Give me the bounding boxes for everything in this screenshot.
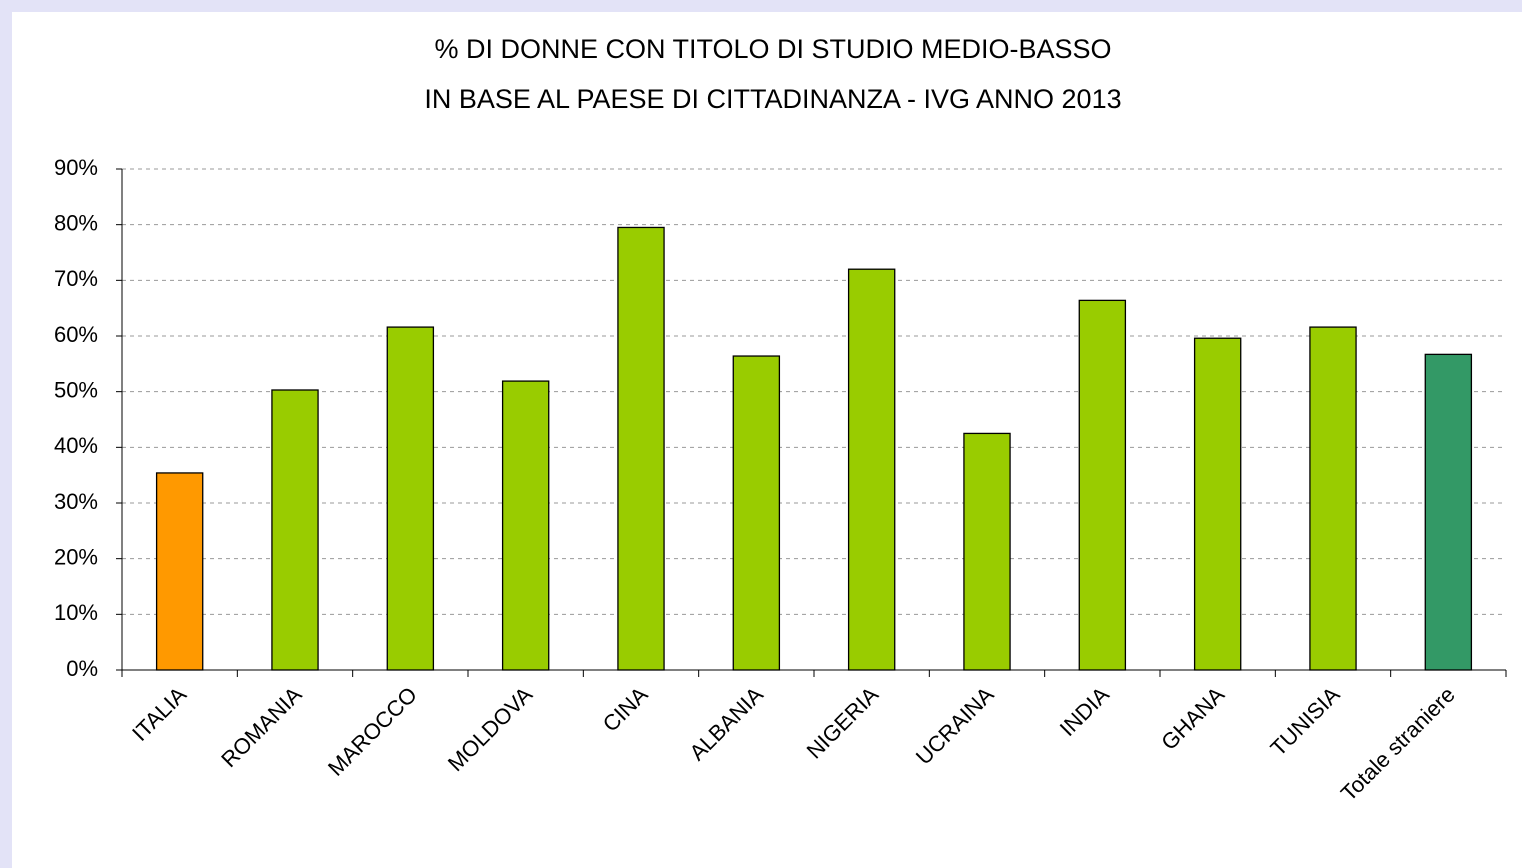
x-tick-label: Totale straniere (1336, 682, 1460, 806)
y-tick-label: 80% (54, 210, 98, 235)
x-tick-label: UCRAINA (911, 682, 999, 770)
chart-title: % DI DONNE CON TITOLO DI STUDIO MEDIO-BA… (434, 34, 1111, 64)
y-tick-label: 0% (66, 656, 98, 681)
bar (617, 226, 665, 671)
x-tick-label: NIGERIA (802, 682, 884, 764)
y-tick-label: 60% (54, 322, 98, 347)
bar (1078, 299, 1127, 671)
x-tick-label: ALBANIA (684, 682, 768, 766)
x-tick-label: TUNISIA (1265, 682, 1344, 761)
chart-title: IN BASE AL PAESE DI CITTADINANZA - IVG A… (424, 84, 1121, 114)
bar (271, 389, 319, 671)
bar (1193, 337, 1242, 671)
y-tick-label: 20% (54, 544, 98, 569)
bar (732, 355, 781, 671)
bar (1424, 353, 1473, 671)
bar (847, 268, 896, 671)
bar (963, 432, 1011, 671)
bar (386, 326, 435, 671)
x-tick-label: CINA (598, 682, 653, 737)
y-tick-label: 70% (54, 266, 98, 291)
bar (501, 380, 550, 671)
x-tick-label: MAROCCO (323, 682, 422, 781)
y-tick-label: 10% (54, 600, 98, 625)
bar (1309, 326, 1357, 671)
x-tick-label: GHANA (1156, 682, 1229, 755)
x-tick-label: ITALIA (127, 682, 191, 746)
x-tick-label: INDIA (1055, 682, 1114, 741)
x-tick-label: ROMANIA (216, 682, 307, 773)
chart: % DI DONNE CON TITOLO DI STUDIO MEDIO-BA… (12, 12, 1522, 868)
y-tick-label: 30% (54, 489, 98, 514)
y-tick-label: 50% (54, 377, 98, 402)
bar (155, 472, 204, 671)
x-tick-label: MOLDOVA (443, 682, 538, 777)
y-tick-label: 40% (54, 433, 98, 458)
y-tick-label: 90% (54, 155, 98, 180)
